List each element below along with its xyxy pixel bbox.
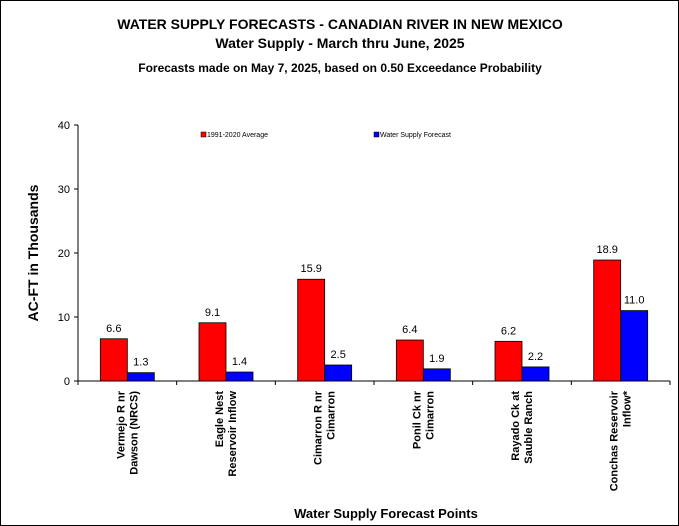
average-bar (494, 340, 523, 382)
y-axis-label: AC-FT in Thousands (25, 184, 41, 321)
forecast-value-label: 2.5 (331, 349, 346, 361)
category-label: Cimarron R nrCimarron (313, 390, 338, 465)
average-bar (593, 259, 622, 382)
x-axis-label: Water Supply Forecast Points (294, 506, 478, 521)
plot-area: 0 10 20 30 40 6.6 1.3 Vermejo R nrDawson (NRCS)… (58, 120, 671, 491)
category-label: Rayado Ck atSauble Ranch (510, 391, 535, 464)
forecast-bar (126, 372, 155, 382)
average-value-label: 9.1 (205, 307, 220, 319)
forecast-value-label: 1.4 (232, 356, 247, 368)
category-label-line: Ponil Ck nr (411, 390, 423, 449)
y-tick-label: 10 (58, 312, 70, 324)
forecast-bar (422, 368, 451, 382)
category-label-line: Dawson (NRCS) (128, 391, 140, 475)
category-label-line: Cimarron (326, 391, 338, 440)
legend-swatch (200, 131, 207, 138)
category-label-line: Rayado Ck at (510, 391, 522, 461)
forecast-bar (324, 364, 353, 382)
average-value-label: 6.2 (501, 325, 516, 337)
category-label-line: Sauble Ranch (523, 391, 535, 464)
average-bar (395, 339, 424, 382)
average-bar (297, 278, 326, 382)
category-label: Conchas ReservoirInflow* (609, 390, 634, 491)
category-label-line: Eagle Nest (214, 391, 226, 448)
forecast-bar (521, 366, 550, 382)
y-tick-label: 0 (64, 376, 70, 388)
legend-label: Water Supply Forecast (380, 132, 451, 139)
average-value-label: 6.6 (106, 323, 121, 335)
forecast-value-label: 1.9 (429, 353, 444, 365)
category-label-line: Conchas Reservoir (609, 390, 621, 491)
forecast-value-label: 1.3 (133, 357, 148, 369)
forecast-value-label: 11.0 (624, 295, 645, 307)
category-label-line: Cimarron R nr (313, 390, 325, 465)
chart-title: WATER SUPPLY FORECASTS - CANADIAN RIVER … (117, 16, 563, 32)
category-label-line: Inflow* (622, 390, 634, 427)
category-label-line: Vermejo R nr (115, 390, 127, 459)
average-value-label: 6.4 (402, 324, 417, 336)
forecast-bar (225, 371, 254, 382)
forecast-bar (620, 310, 649, 382)
category-label-line: Reservoir Inflow (227, 391, 239, 477)
average-bar (198, 322, 227, 382)
average-value-label: 18.9 (596, 244, 617, 256)
category-label: Eagle NestReservoir Inflow (214, 391, 239, 477)
y-tick-label: 40 (58, 120, 70, 132)
average-bar (99, 338, 128, 382)
category-label: Ponil Ck nrCimarron (411, 390, 436, 449)
forecast-value-label: 2.2 (528, 351, 543, 363)
chart-subtitle-forecast-date: Forecasts made on May 7, 2025, based on … (138, 61, 542, 75)
average-value-label: 15.9 (300, 263, 321, 275)
y-tick-label: 30 (58, 184, 70, 196)
legend-label: 1991-2020 Average (207, 132, 268, 139)
category-label: Vermejo R nrDawson (NRCS) (115, 390, 140, 474)
y-tick-label: 20 (58, 248, 70, 260)
category-label-line: Cimarron (424, 391, 436, 440)
chart-subtitle: Water Supply - March thru June, 2025 (215, 35, 464, 51)
legend-swatch (373, 131, 380, 138)
